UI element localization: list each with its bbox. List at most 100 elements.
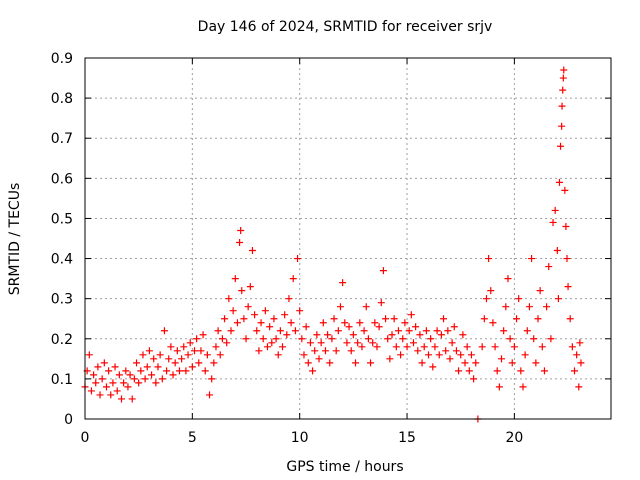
data-point <box>96 391 104 399</box>
chart-title: Day 146 of 2024, SRMTID for receiver srj… <box>198 19 493 35</box>
data-point <box>386 355 394 363</box>
data-point <box>92 379 100 387</box>
data-point <box>444 327 452 335</box>
data-point <box>367 359 375 367</box>
data-point <box>352 359 360 367</box>
data-point <box>137 367 145 375</box>
data-point <box>122 367 130 375</box>
data-point <box>315 355 323 363</box>
data-point <box>371 319 379 327</box>
data-point <box>467 351 475 359</box>
data-point <box>554 295 562 303</box>
data-point <box>229 307 237 315</box>
data-point <box>407 311 415 319</box>
data-point <box>392 343 400 351</box>
x-tick-label: 15 <box>398 430 416 446</box>
data-point <box>244 303 252 311</box>
data-point <box>141 375 149 383</box>
data-point <box>279 343 287 351</box>
data-point <box>418 359 426 367</box>
data-point <box>111 363 119 371</box>
data-point <box>171 359 179 367</box>
data-point <box>384 335 392 343</box>
data-point <box>446 355 454 363</box>
data-point <box>208 375 216 383</box>
data-point <box>558 122 566 130</box>
data-point <box>173 347 181 355</box>
data-point <box>109 379 117 387</box>
data-point <box>231 275 239 283</box>
data-point <box>450 323 458 331</box>
data-point <box>306 339 314 347</box>
data-point <box>536 287 544 295</box>
data-point <box>431 343 439 351</box>
x-tick-label: 20 <box>505 430 523 446</box>
data-point <box>528 255 536 263</box>
data-point <box>102 383 110 391</box>
data-point <box>448 339 456 347</box>
data-point <box>100 359 108 367</box>
data-point <box>555 178 563 186</box>
data-point <box>491 343 499 351</box>
data-point <box>326 359 334 367</box>
data-point <box>422 327 430 335</box>
data-point <box>197 347 205 355</box>
data-point <box>135 379 143 387</box>
data-point <box>576 339 584 347</box>
y-axis-ticks: 0 0.1 0.2 0.3 0.4 0.5 0.6 0.7 0.8 0.9 <box>51 51 611 428</box>
data-point <box>274 351 282 359</box>
data-point <box>163 367 171 375</box>
data-point <box>508 359 516 367</box>
data-point <box>289 275 297 283</box>
data-point <box>324 331 332 339</box>
data-point <box>218 335 226 343</box>
data-point <box>266 323 274 331</box>
data-point <box>573 351 581 359</box>
data-point <box>530 335 538 343</box>
data-point <box>165 355 173 363</box>
y-tick-label: 0.1 <box>51 372 73 388</box>
data-point <box>495 383 503 391</box>
data-points <box>81 66 585 423</box>
data-point <box>152 379 160 387</box>
data-point <box>195 359 203 367</box>
data-point <box>577 359 585 367</box>
data-point <box>253 327 261 335</box>
y-axis-label: SRMTID / TECUs <box>7 183 23 296</box>
data-point <box>216 351 224 359</box>
data-point <box>126 371 134 379</box>
data-point <box>437 331 445 339</box>
data-point <box>261 307 269 315</box>
data-point <box>362 303 370 311</box>
data-point <box>319 319 327 327</box>
data-point <box>237 226 245 234</box>
data-point <box>240 315 248 323</box>
data-point <box>227 327 235 335</box>
data-point <box>203 351 211 359</box>
data-point <box>182 367 190 375</box>
data-point <box>493 367 501 375</box>
data-point <box>480 315 488 323</box>
data-point <box>117 395 125 403</box>
data-point <box>571 367 579 375</box>
data-point <box>139 351 147 359</box>
data-point <box>336 303 344 311</box>
data-point <box>291 327 299 335</box>
data-point <box>534 315 542 323</box>
data-point <box>540 367 548 375</box>
x-tick-label: 0 <box>81 430 90 446</box>
data-point <box>251 311 259 319</box>
data-point <box>133 359 141 367</box>
data-point <box>221 315 229 323</box>
data-point <box>186 339 194 347</box>
data-point <box>472 359 480 367</box>
data-point <box>427 335 435 343</box>
data-point <box>167 343 175 351</box>
data-point <box>420 343 428 351</box>
data-point <box>465 367 473 375</box>
data-point <box>87 387 95 395</box>
data-point <box>296 307 304 315</box>
data-point <box>425 351 433 359</box>
data-point <box>298 335 306 343</box>
x-tick-label: 10 <box>291 430 309 446</box>
